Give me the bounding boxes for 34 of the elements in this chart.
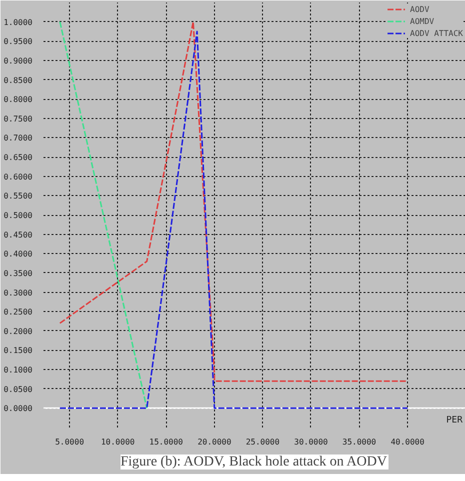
y-tick-label: 0.0500 (4, 384, 33, 394)
y-tick-label: 0.4000 (4, 250, 33, 259)
text: Figure (b): AODV, Black hole attack on AODV (120, 454, 387, 470)
y-tick-label: 0.9500 (4, 37, 33, 46)
y-tick-label: 0.3000 (4, 288, 33, 298)
x-tick-label: 35.0000 (342, 438, 376, 446)
y-tick-label: 1.0000 (4, 18, 33, 27)
x-tick-label: 10.0000 (101, 438, 135, 446)
x-tick-label: 25.0000 (246, 438, 280, 446)
y-tick-label: 0.0000 (4, 404, 33, 414)
y-tick-label: 0.1000 (4, 366, 33, 375)
y-tick-label: 0.6500 (4, 153, 33, 162)
y-tick-label: 0.2000 (4, 326, 33, 336)
legend-label: AODV ATTACK (410, 28, 463, 38)
y-tick-label: 0.5000 (4, 211, 33, 220)
y-tick-label: 0.7000 (4, 134, 33, 143)
x-tick-label: 15.0000 (149, 438, 184, 446)
x-axis-title: PER (446, 416, 464, 426)
x-tick-label: 40.0000 (390, 438, 425, 446)
y-tick-label: 0.6000 (4, 172, 33, 182)
y-tick-label: 0.4500 (4, 230, 33, 240)
y-tick-label: 0.7500 (4, 114, 33, 124)
legend-label: AODV (410, 4, 430, 14)
y-tick-label: 0.3500 (4, 268, 33, 278)
y-tick-label: 0.5500 (4, 192, 33, 201)
legend-label: AOMDV (410, 16, 434, 26)
y-tick-label: 0.8000 (4, 95, 33, 104)
x-tick-label: 20.0000 (198, 438, 232, 446)
y-tick-label: 0.8500 (4, 76, 33, 85)
y-tick-label: 0.9000 (4, 56, 33, 66)
x-tick-label: 30.0000 (294, 438, 328, 446)
x-tick-label: 5.0000 (55, 438, 84, 446)
y-tick-label: 0.1500 (4, 346, 33, 356)
y-tick-label: 0.2500 (4, 308, 33, 317)
